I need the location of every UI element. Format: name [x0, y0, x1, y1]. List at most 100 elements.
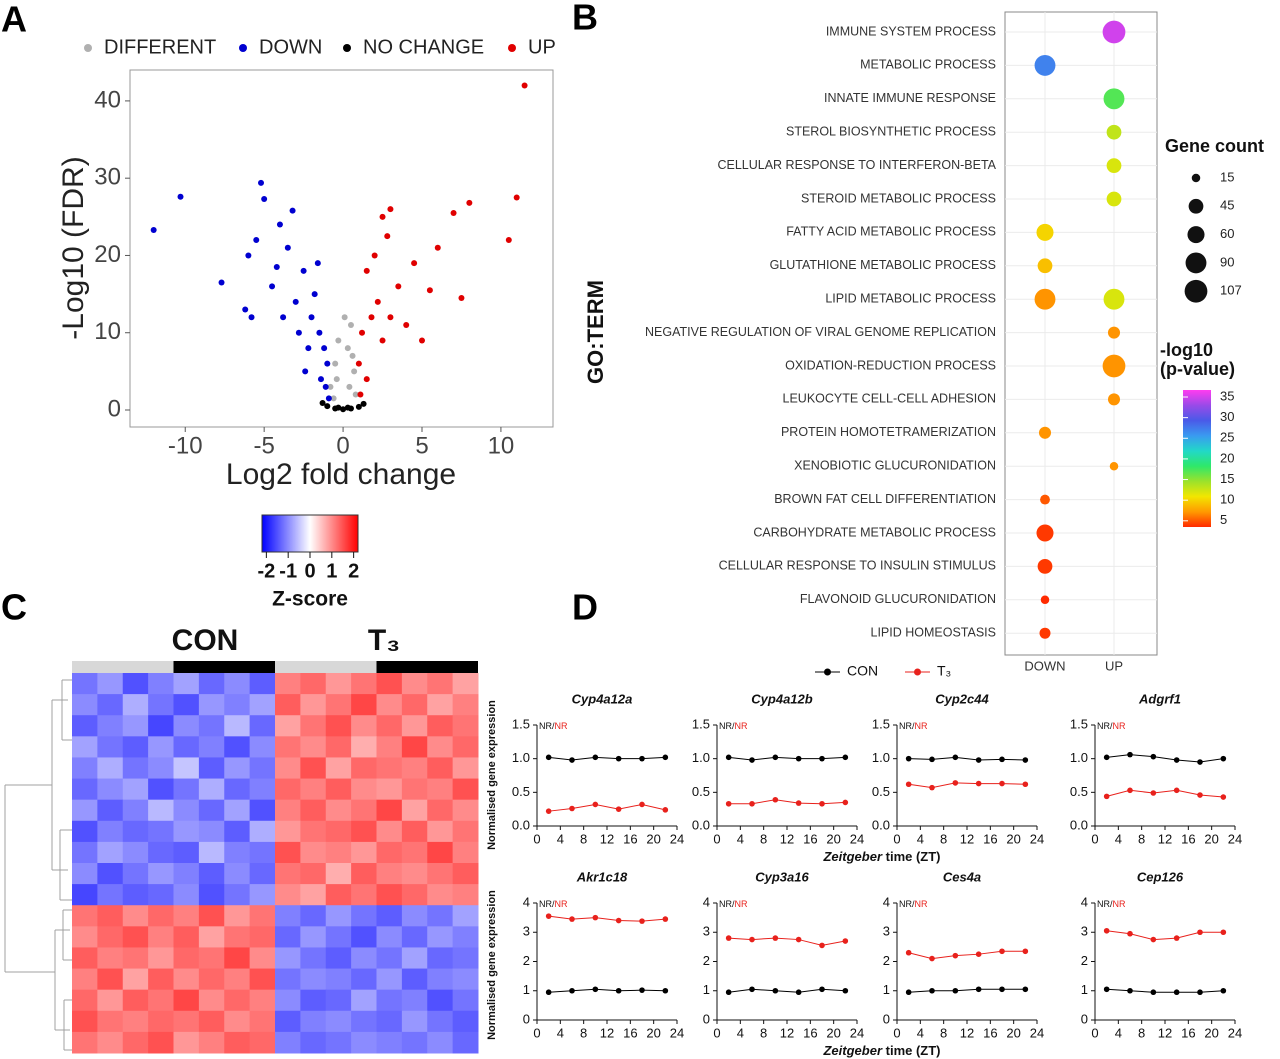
y-tick-label: 4 — [523, 894, 530, 909]
heatmap-cell — [97, 778, 124, 801]
heatmap-cell — [224, 757, 251, 780]
heatmap-cell — [300, 884, 327, 906]
x-tick-label: 0 — [713, 831, 720, 846]
heatmap-cell — [173, 905, 200, 927]
annotation-part: NR/ — [899, 899, 915, 909]
heatmap-cell — [148, 863, 174, 885]
annotation-part: NR/ — [899, 721, 915, 731]
point — [305, 345, 312, 352]
heatmap-cell — [401, 1010, 428, 1033]
plot-frame — [129, 69, 554, 428]
heatmap-cell — [198, 715, 225, 737]
point — [344, 404, 351, 411]
heatmap-cell — [325, 926, 352, 948]
heatmap-cell — [72, 947, 98, 970]
heatmap-cell — [173, 715, 200, 737]
heatmap-cell — [427, 715, 454, 737]
y-tick-label: 1.0 — [512, 750, 530, 765]
point — [749, 757, 755, 763]
point — [355, 403, 362, 410]
heatmap-cell — [427, 884, 454, 906]
heatmap-cell — [325, 757, 352, 780]
heatmap-cell — [401, 1031, 428, 1054]
point — [395, 283, 402, 290]
bubble — [1106, 124, 1122, 140]
x-tick-label: 24 — [1030, 1025, 1044, 1040]
heatmap-cell — [173, 863, 200, 885]
point — [351, 368, 358, 375]
heatmap-cell — [97, 820, 124, 843]
x-axis-label-part: Zeitgeber — [822, 1043, 882, 1058]
colorbar-tick-label: 1 — [326, 560, 337, 582]
point — [321, 345, 328, 352]
y-tick-label: 2 — [1081, 953, 1088, 968]
point — [346, 383, 353, 390]
x-tick-label: 24 — [1228, 1025, 1242, 1040]
point — [325, 395, 332, 402]
point — [905, 989, 912, 996]
point — [332, 360, 339, 367]
heatmap-cell — [72, 841, 98, 864]
legend-marker — [508, 44, 516, 52]
heatmap-cell — [173, 968, 200, 991]
heatmap-cell — [72, 989, 98, 1012]
heatmap-cell — [122, 841, 149, 864]
point — [434, 244, 441, 251]
heatmap-cell — [351, 1031, 377, 1054]
heatmap-cell — [122, 799, 149, 822]
heatmap-cell — [72, 673, 98, 695]
point — [450, 209, 457, 216]
x-tick-label: 0 — [533, 831, 540, 846]
point — [1103, 754, 1110, 761]
x-tick-label: 24 — [850, 831, 864, 846]
annotation-part: NR/ — [1097, 721, 1113, 731]
point — [347, 322, 354, 328]
heatmap-cell — [122, 1031, 149, 1054]
y-tick-label: 0.5 — [512, 784, 530, 799]
heatmap-cell — [351, 694, 377, 716]
heatmap-cell — [249, 1010, 276, 1033]
heatmap-cell — [97, 694, 124, 716]
legend-marker — [343, 44, 351, 52]
heatmap-cell — [72, 905, 98, 927]
heatmap-cell — [198, 673, 225, 695]
x-tick-label: 4 — [737, 831, 744, 846]
series-line — [908, 756, 1026, 761]
heatmap-cell — [173, 736, 200, 758]
size-legend-marker — [1188, 198, 1204, 214]
series-line — [908, 988, 1026, 993]
point — [1197, 929, 1203, 936]
x-tick-label: 12 — [960, 1025, 974, 1040]
annotation-part: NR — [915, 899, 928, 909]
term-label: LIPID METABOLIC PROCESS — [825, 291, 996, 305]
point — [245, 252, 252, 259]
annotation: NR/NR — [1097, 899, 1126, 909]
colorbar-tick-label: 0 — [304, 560, 315, 582]
y-tick-label: 2 — [523, 953, 530, 968]
heatmap-cell — [452, 1010, 479, 1033]
heatmap-cell — [249, 863, 276, 885]
heatmap-cell — [275, 778, 301, 801]
heatmap-cell — [97, 1010, 124, 1033]
annotation-part: NR — [735, 899, 748, 909]
annotation: NR/NR — [1097, 721, 1126, 731]
heatmap-cell — [224, 1031, 251, 1054]
point — [276, 221, 283, 228]
bubble — [1106, 191, 1122, 207]
colorbar-tick-label: 20 — [1220, 450, 1234, 465]
size-legend-marker — [1187, 226, 1205, 244]
series-line — [548, 756, 666, 761]
heatmap-cell — [401, 778, 428, 801]
heatmap-cell — [148, 778, 174, 801]
heatmap-cell — [198, 841, 225, 864]
x-tick-label: 0 — [1091, 1025, 1098, 1040]
heatmap-cell — [401, 884, 428, 906]
annotation-part: NR — [915, 721, 928, 731]
annotation-part: NR/ — [539, 721, 555, 731]
x-tick-label: 4 — [557, 1025, 564, 1040]
y-axis-label: Normalised gene expression — [486, 890, 498, 1040]
heatmap-cell — [72, 715, 98, 737]
heatmap-cell — [376, 926, 403, 948]
heatmap-cell — [325, 1031, 352, 1054]
legend-label: T₃ — [937, 663, 951, 679]
